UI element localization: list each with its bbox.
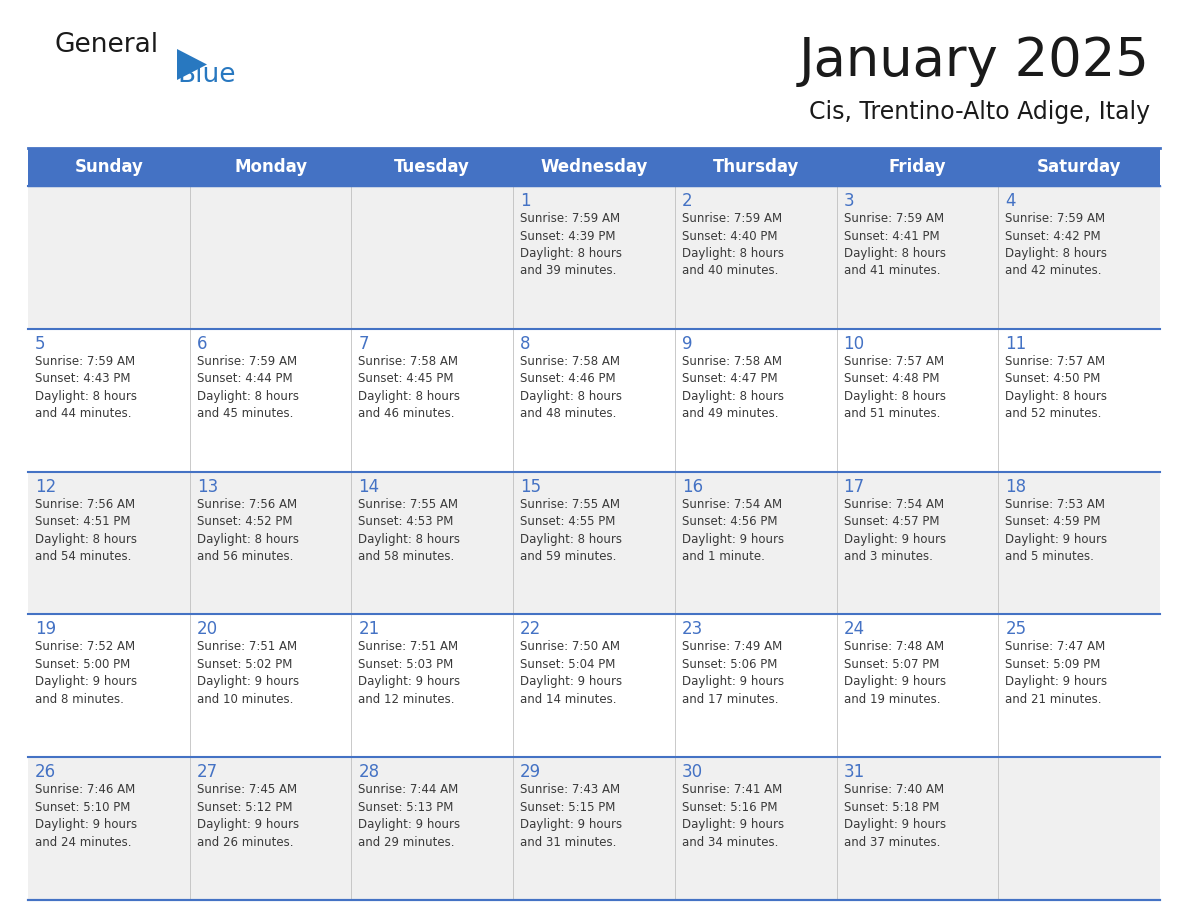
Text: 28: 28 xyxy=(359,763,379,781)
Text: Sunrise: 7:48 AM
Sunset: 5:07 PM
Daylight: 9 hours
and 19 minutes.: Sunrise: 7:48 AM Sunset: 5:07 PM Dayligh… xyxy=(843,641,946,706)
Text: 23: 23 xyxy=(682,621,703,638)
Text: 29: 29 xyxy=(520,763,542,781)
Text: Sunrise: 7:41 AM
Sunset: 5:16 PM
Daylight: 9 hours
and 34 minutes.: Sunrise: 7:41 AM Sunset: 5:16 PM Dayligh… xyxy=(682,783,784,849)
Text: 10: 10 xyxy=(843,335,865,353)
Text: Friday: Friday xyxy=(889,158,946,176)
Text: Sunday: Sunday xyxy=(75,158,144,176)
Text: 11: 11 xyxy=(1005,335,1026,353)
Text: Sunrise: 7:50 AM
Sunset: 5:04 PM
Daylight: 9 hours
and 14 minutes.: Sunrise: 7:50 AM Sunset: 5:04 PM Dayligh… xyxy=(520,641,623,706)
Text: 1: 1 xyxy=(520,192,531,210)
Text: Sunrise: 7:59 AM
Sunset: 4:40 PM
Daylight: 8 hours
and 40 minutes.: Sunrise: 7:59 AM Sunset: 4:40 PM Dayligh… xyxy=(682,212,784,277)
Text: Sunrise: 7:52 AM
Sunset: 5:00 PM
Daylight: 9 hours
and 8 minutes.: Sunrise: 7:52 AM Sunset: 5:00 PM Dayligh… xyxy=(34,641,137,706)
Bar xyxy=(29,329,1159,472)
Text: 8: 8 xyxy=(520,335,531,353)
Text: Sunrise: 7:55 AM
Sunset: 4:55 PM
Daylight: 8 hours
and 59 minutes.: Sunrise: 7:55 AM Sunset: 4:55 PM Dayligh… xyxy=(520,498,623,563)
Text: 19: 19 xyxy=(34,621,56,638)
Text: Monday: Monday xyxy=(234,158,308,176)
Text: Wednesday: Wednesday xyxy=(541,158,647,176)
Text: Tuesday: Tuesday xyxy=(394,158,470,176)
Text: Sunrise: 7:43 AM
Sunset: 5:15 PM
Daylight: 9 hours
and 31 minutes.: Sunrise: 7:43 AM Sunset: 5:15 PM Dayligh… xyxy=(520,783,623,849)
Text: 4: 4 xyxy=(1005,192,1016,210)
Text: 26: 26 xyxy=(34,763,56,781)
Text: Sunrise: 7:54 AM
Sunset: 4:56 PM
Daylight: 9 hours
and 1 minute.: Sunrise: 7:54 AM Sunset: 4:56 PM Dayligh… xyxy=(682,498,784,563)
Text: Sunrise: 7:40 AM
Sunset: 5:18 PM
Daylight: 9 hours
and 37 minutes.: Sunrise: 7:40 AM Sunset: 5:18 PM Dayligh… xyxy=(843,783,946,849)
Text: 12: 12 xyxy=(34,477,56,496)
Text: Thursday: Thursday xyxy=(713,158,798,176)
Bar xyxy=(29,148,1159,186)
Text: Sunrise: 7:44 AM
Sunset: 5:13 PM
Daylight: 9 hours
and 29 minutes.: Sunrise: 7:44 AM Sunset: 5:13 PM Dayligh… xyxy=(359,783,461,849)
Text: 16: 16 xyxy=(682,477,703,496)
Text: Sunrise: 7:59 AM
Sunset: 4:39 PM
Daylight: 8 hours
and 39 minutes.: Sunrise: 7:59 AM Sunset: 4:39 PM Dayligh… xyxy=(520,212,623,277)
Text: Sunrise: 7:59 AM
Sunset: 4:43 PM
Daylight: 8 hours
and 44 minutes.: Sunrise: 7:59 AM Sunset: 4:43 PM Dayligh… xyxy=(34,354,137,420)
Text: Saturday: Saturday xyxy=(1037,158,1121,176)
Text: Sunrise: 7:46 AM
Sunset: 5:10 PM
Daylight: 9 hours
and 24 minutes.: Sunrise: 7:46 AM Sunset: 5:10 PM Dayligh… xyxy=(34,783,137,849)
Text: 25: 25 xyxy=(1005,621,1026,638)
Text: General: General xyxy=(55,32,159,58)
Polygon shape xyxy=(177,49,207,80)
Text: Sunrise: 7:58 AM
Sunset: 4:46 PM
Daylight: 8 hours
and 48 minutes.: Sunrise: 7:58 AM Sunset: 4:46 PM Dayligh… xyxy=(520,354,623,420)
Text: Sunrise: 7:59 AM
Sunset: 4:44 PM
Daylight: 8 hours
and 45 minutes.: Sunrise: 7:59 AM Sunset: 4:44 PM Dayligh… xyxy=(197,354,298,420)
Text: 24: 24 xyxy=(843,621,865,638)
Text: 7: 7 xyxy=(359,335,369,353)
Text: 18: 18 xyxy=(1005,477,1026,496)
Bar xyxy=(29,757,1159,900)
Text: 13: 13 xyxy=(197,477,217,496)
Text: Cis, Trentino-Alto Adige, Italy: Cis, Trentino-Alto Adige, Italy xyxy=(809,100,1150,124)
Text: 21: 21 xyxy=(359,621,380,638)
Text: 20: 20 xyxy=(197,621,217,638)
Text: 31: 31 xyxy=(843,763,865,781)
Text: 6: 6 xyxy=(197,335,207,353)
Text: Sunrise: 7:58 AM
Sunset: 4:47 PM
Daylight: 8 hours
and 49 minutes.: Sunrise: 7:58 AM Sunset: 4:47 PM Dayligh… xyxy=(682,354,784,420)
Text: Sunrise: 7:58 AM
Sunset: 4:45 PM
Daylight: 8 hours
and 46 minutes.: Sunrise: 7:58 AM Sunset: 4:45 PM Dayligh… xyxy=(359,354,461,420)
Text: Sunrise: 7:45 AM
Sunset: 5:12 PM
Daylight: 9 hours
and 26 minutes.: Sunrise: 7:45 AM Sunset: 5:12 PM Dayligh… xyxy=(197,783,299,849)
Text: 3: 3 xyxy=(843,192,854,210)
Text: 9: 9 xyxy=(682,335,693,353)
Text: 14: 14 xyxy=(359,477,379,496)
Text: Sunrise: 7:51 AM
Sunset: 5:02 PM
Daylight: 9 hours
and 10 minutes.: Sunrise: 7:51 AM Sunset: 5:02 PM Dayligh… xyxy=(197,641,299,706)
Text: Sunrise: 7:57 AM
Sunset: 4:48 PM
Daylight: 8 hours
and 51 minutes.: Sunrise: 7:57 AM Sunset: 4:48 PM Dayligh… xyxy=(843,354,946,420)
Text: Sunrise: 7:59 AM
Sunset: 4:41 PM
Daylight: 8 hours
and 41 minutes.: Sunrise: 7:59 AM Sunset: 4:41 PM Dayligh… xyxy=(843,212,946,277)
Text: Sunrise: 7:53 AM
Sunset: 4:59 PM
Daylight: 9 hours
and 5 minutes.: Sunrise: 7:53 AM Sunset: 4:59 PM Dayligh… xyxy=(1005,498,1107,563)
Text: Sunrise: 7:47 AM
Sunset: 5:09 PM
Daylight: 9 hours
and 21 minutes.: Sunrise: 7:47 AM Sunset: 5:09 PM Dayligh… xyxy=(1005,641,1107,706)
Text: Sunrise: 7:59 AM
Sunset: 4:42 PM
Daylight: 8 hours
and 42 minutes.: Sunrise: 7:59 AM Sunset: 4:42 PM Dayligh… xyxy=(1005,212,1107,277)
Text: January 2025: January 2025 xyxy=(800,35,1150,87)
Text: 2: 2 xyxy=(682,192,693,210)
Text: Sunrise: 7:57 AM
Sunset: 4:50 PM
Daylight: 8 hours
and 52 minutes.: Sunrise: 7:57 AM Sunset: 4:50 PM Dayligh… xyxy=(1005,354,1107,420)
Text: Blue: Blue xyxy=(177,62,235,88)
Text: Sunrise: 7:55 AM
Sunset: 4:53 PM
Daylight: 8 hours
and 58 minutes.: Sunrise: 7:55 AM Sunset: 4:53 PM Dayligh… xyxy=(359,498,461,563)
Bar xyxy=(29,614,1159,757)
Text: 30: 30 xyxy=(682,763,703,781)
Text: 5: 5 xyxy=(34,335,45,353)
Text: Sunrise: 7:56 AM
Sunset: 4:52 PM
Daylight: 8 hours
and 56 minutes.: Sunrise: 7:56 AM Sunset: 4:52 PM Dayligh… xyxy=(197,498,298,563)
Text: 15: 15 xyxy=(520,477,542,496)
Bar xyxy=(29,472,1159,614)
Text: 22: 22 xyxy=(520,621,542,638)
Text: 17: 17 xyxy=(843,477,865,496)
Text: Sunrise: 7:49 AM
Sunset: 5:06 PM
Daylight: 9 hours
and 17 minutes.: Sunrise: 7:49 AM Sunset: 5:06 PM Dayligh… xyxy=(682,641,784,706)
Text: 27: 27 xyxy=(197,763,217,781)
Text: Sunrise: 7:56 AM
Sunset: 4:51 PM
Daylight: 8 hours
and 54 minutes.: Sunrise: 7:56 AM Sunset: 4:51 PM Dayligh… xyxy=(34,498,137,563)
Text: Sunrise: 7:54 AM
Sunset: 4:57 PM
Daylight: 9 hours
and 3 minutes.: Sunrise: 7:54 AM Sunset: 4:57 PM Dayligh… xyxy=(843,498,946,563)
Bar xyxy=(29,186,1159,329)
Text: Sunrise: 7:51 AM
Sunset: 5:03 PM
Daylight: 9 hours
and 12 minutes.: Sunrise: 7:51 AM Sunset: 5:03 PM Dayligh… xyxy=(359,641,461,706)
